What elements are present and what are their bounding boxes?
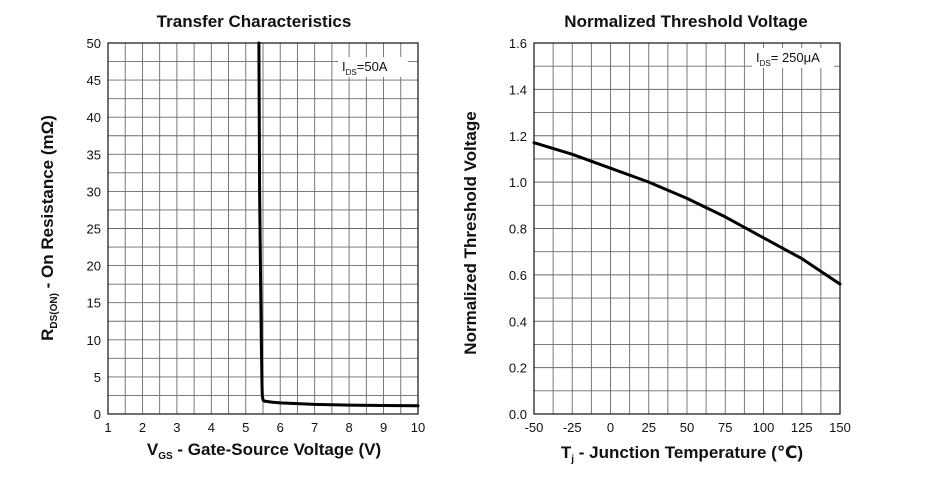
- x-tick-label: 8: [345, 420, 352, 435]
- x-tick-label: 75: [718, 420, 732, 435]
- x-tick-label: -25: [563, 420, 582, 435]
- y-tick-label: 15: [87, 296, 101, 311]
- y-tick-label: 1.0: [509, 175, 527, 190]
- x-tick-label: 2: [139, 420, 146, 435]
- y-tick-label: 0.8: [509, 222, 527, 237]
- series: [532, 141, 842, 286]
- threshold-voltage-chart: Normalized Threshold Voltage -50 -25 0 25 50…: [461, 12, 851, 465]
- transfer-characteristics-chart: Transfer Characteristics 1 2 3 4 5 6 7 8 9 100510…: [38, 12, 425, 462]
- x-tick-label: 3: [173, 420, 180, 435]
- y-tick-label: 45: [87, 73, 101, 88]
- x-tick-label: -50: [525, 420, 544, 435]
- annotation-rest: = 250μA: [771, 50, 820, 65]
- y-tick-label: 5: [94, 370, 101, 385]
- x-axis-label-sub: GS: [158, 451, 173, 462]
- x-tick-label: 1: [104, 420, 111, 435]
- y-tick-label: 20: [87, 259, 101, 274]
- y-tick-label: 25: [87, 222, 101, 237]
- plot-frame: [107, 42, 419, 415]
- x-tick-label: 0: [607, 420, 614, 435]
- y-axis-label-main: R: [38, 329, 57, 341]
- annotation: IDS=50A: [338, 57, 408, 77]
- grid: [533, 42, 841, 415]
- x-axis-label: VGS - Gate-Source Voltage (V): [147, 440, 381, 462]
- annotation: IDS= 250μA: [752, 48, 834, 68]
- chart-title: Transfer Characteristics: [157, 12, 352, 31]
- x-axis-label-main: V: [147, 440, 159, 459]
- y-tick-label: 10: [87, 333, 101, 348]
- annotation-box: [338, 57, 408, 77]
- y-tick-label: 40: [87, 110, 101, 125]
- series: [257, 41, 420, 408]
- x-axis-label-main: T: [561, 443, 572, 462]
- y-tick-label: 1.4: [509, 82, 527, 97]
- y-tick-label: 50: [87, 36, 101, 51]
- y-tick-label: 1.2: [509, 129, 527, 144]
- x-axis-label: Tj - Junction Temperature (℃): [561, 443, 803, 465]
- x-tick-label: 9: [380, 420, 387, 435]
- annotation-main: I: [756, 50, 760, 65]
- chart-title: Normalized Threshold Voltage: [564, 12, 807, 31]
- y-tick-label: 35: [87, 147, 101, 162]
- x-tick-label: 100: [753, 420, 775, 435]
- annotation-sub: DS: [760, 59, 771, 68]
- x-tick-label: 7: [311, 420, 318, 435]
- series-line: [532, 141, 842, 286]
- plot-frame: [533, 42, 841, 415]
- annotation-sub: DS: [346, 68, 357, 77]
- y-axis-label-rest: - On Resistance (mΩ): [38, 115, 57, 293]
- tick-labels: -50 -25 0 25 50 75 100 125 150 0.0 0.2 0.4 0.6 0.8 1.0…: [509, 36, 851, 435]
- x-tick-label: 4: [208, 420, 215, 435]
- annotation-text: IDS=50A: [342, 59, 388, 77]
- x-tick-label: 50: [680, 420, 694, 435]
- x-axis-label-rest: - Gate-Source Voltage (V): [173, 440, 381, 459]
- y-tick-label: 0.0: [509, 407, 527, 422]
- annotation-rest: =50A: [357, 59, 388, 74]
- y-axis-label: RDS(ON) - On Resistance (mΩ): [38, 115, 60, 341]
- y-tick-label: 0.4: [509, 314, 527, 329]
- y-axis-label-sub: DS(ON): [49, 293, 60, 329]
- annotation-main: I: [342, 59, 346, 74]
- y-tick-label: 0.6: [509, 268, 527, 283]
- x-tick-label: 150: [829, 420, 851, 435]
- y-tick-label: 0.2: [509, 361, 527, 376]
- y-tick-label: 1.6: [509, 36, 527, 51]
- x-axis-label-rest: - Junction Temperature (℃): [574, 443, 803, 462]
- x-tick-label: 6: [277, 420, 284, 435]
- y-tick-label: 30: [87, 184, 101, 199]
- y-axis-label: Normalized Threshold Voltage: [461, 111, 480, 354]
- annotation-box: [752, 48, 834, 68]
- x-axis-label-sub: j: [570, 454, 574, 465]
- x-tick-label: 25: [642, 420, 656, 435]
- annotation-text: IDS= 250μA: [756, 50, 820, 68]
- y-tick-label: 0: [94, 407, 101, 422]
- series-line: [257, 41, 420, 408]
- x-tick-label: 125: [791, 420, 813, 435]
- x-tick-label: 10: [411, 420, 425, 435]
- x-tick-label: 5: [242, 420, 249, 435]
